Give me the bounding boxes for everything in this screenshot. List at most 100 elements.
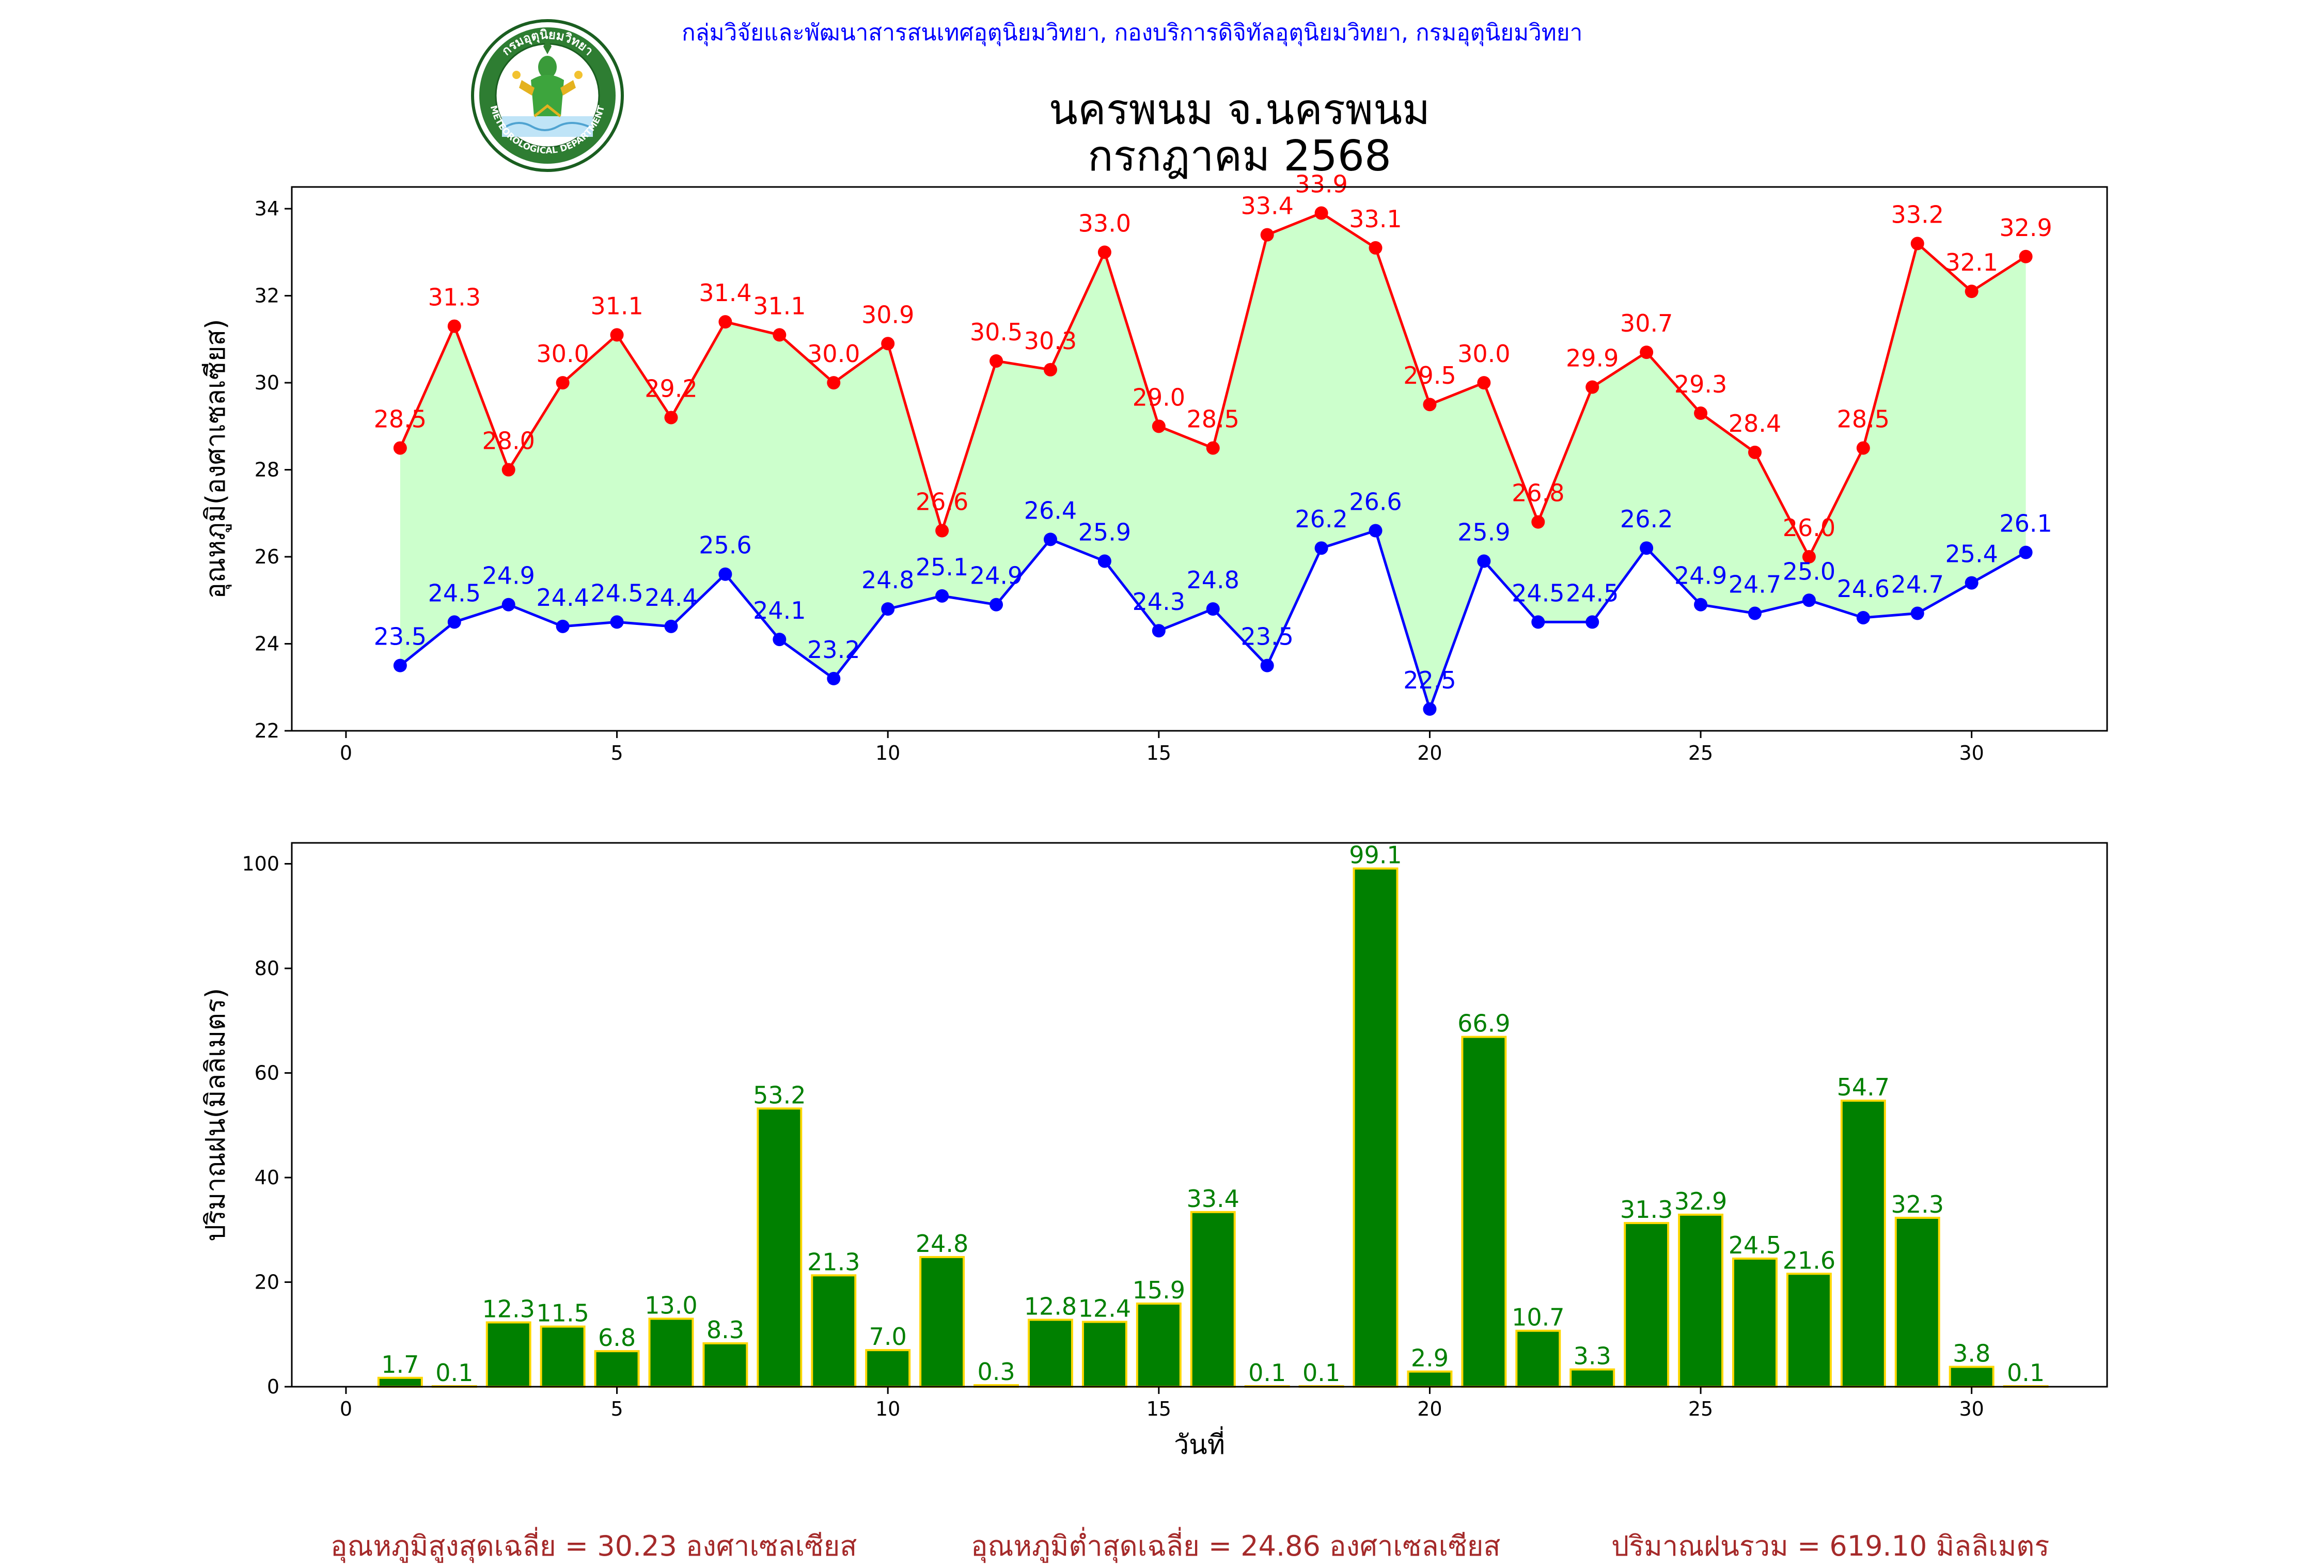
temperature-x-tick-label: 0 (340, 742, 352, 764)
rainfall-bar (1407, 1370, 1453, 1388)
max-temp-data-label: 30.7 (1620, 309, 1673, 337)
min-temp-point (1097, 554, 1111, 568)
min-temp-data-label: 23.5 (374, 623, 427, 651)
max-temp-data-label: 29.2 (645, 374, 697, 402)
rainfall-data-label: 21.3 (807, 1248, 860, 1276)
min-temp-data-label: 24.9 (482, 562, 535, 590)
rainfall-y-tick-label: 60 (255, 1062, 279, 1085)
rainfall-bar (919, 1256, 965, 1388)
max-temp-point (447, 319, 461, 333)
max-temp-data-label: 32.1 (1945, 248, 1998, 276)
rainfall-bar (1949, 1366, 1995, 1388)
min-temp-data-label: 24.9 (1674, 562, 1727, 590)
max-temp-data-label: 31.1 (753, 292, 806, 320)
rainfall-data-label: 0.1 (1248, 1359, 1286, 1387)
max-temp-point (881, 337, 895, 351)
min-temp-data-label: 24.9 (970, 562, 1023, 590)
max-temp-data-label: 26.8 (1512, 479, 1564, 507)
min-temp-data-label: 24.1 (753, 597, 806, 624)
rainfall-data-label: 21.6 (1783, 1246, 1835, 1274)
rainfall-data-label: 12.8 (1024, 1292, 1077, 1320)
min-temp-point (393, 658, 407, 672)
temperature-y-tick-label: 34 (255, 197, 279, 220)
min-temp-data-label: 24.5 (590, 579, 643, 607)
footer-avg-min: อุณหภูมิต่ำสุดเฉลี่ย = 24.86 องศาเซลเซีย… (971, 1530, 1501, 1562)
min-temp-point (827, 671, 841, 685)
min-temp-data-label: 23.5 (1240, 623, 1293, 651)
rainfall-x-tick-label: 10 (875, 1398, 900, 1420)
max-temp-point (1369, 241, 1383, 255)
rainfall-data-label: 99.1 (1349, 841, 1402, 869)
rainfall-x-tick-label: 20 (1417, 1398, 1442, 1420)
rainfall-data-label: 2.9 (1411, 1344, 1449, 1372)
rainfall-bar (1678, 1213, 1724, 1388)
rainfall-bar (1515, 1329, 1561, 1388)
max-temp-data-label: 30.0 (536, 340, 589, 368)
min-temp-point (1043, 532, 1057, 546)
rainfall-x-tick-label: 30 (1959, 1398, 1984, 1420)
rainfall-data-label: 12.4 (1078, 1294, 1131, 1322)
max-temp-data-label: 28.5 (1187, 405, 1239, 433)
min-temp-data-label: 25.9 (1457, 518, 1510, 546)
min-temp-data-label: 24.7 (1729, 571, 1781, 599)
rainfall-data-label: 24.5 (1729, 1231, 1781, 1259)
max-temp-data-label: 29.9 (1566, 344, 1619, 372)
max-temp-point (1856, 441, 1870, 455)
max-temp-point (718, 315, 732, 329)
rainfall-bar (1894, 1216, 1940, 1388)
rainfall-data-label: 7.0 (869, 1323, 907, 1351)
max-temp-data-label: 29.5 (1403, 362, 1456, 389)
min-temp-point (664, 619, 678, 633)
min-temp-data-label: 24.8 (861, 566, 914, 594)
min-temp-data-label: 23.2 (807, 636, 860, 664)
max-temp-point (556, 376, 570, 390)
min-temp-point (1910, 606, 1924, 620)
max-temp-point (1043, 363, 1057, 377)
min-temp-point (1314, 541, 1328, 555)
min-temp-point (1802, 593, 1816, 607)
max-temp-data-label: 28.5 (374, 405, 427, 433)
max-temp-data-label: 26.0 (1783, 514, 1835, 542)
min-temp-data-label: 24.5 (428, 579, 481, 607)
rainfall-data-label: 54.7 (1837, 1073, 1890, 1101)
min-temp-data-label: 25.4 (1945, 540, 1998, 568)
max-temp-data-label: 33.4 (1240, 192, 1293, 220)
min-temp-point (1369, 524, 1383, 538)
temperature-y-tick-label: 22 (255, 719, 279, 742)
temperature-panel: 28.531.328.030.031.129.231.4 31.130.030.9… (200, 170, 2108, 764)
max-temp-data-label: 30.0 (807, 340, 860, 368)
min-temp-point (773, 633, 787, 647)
min-temp-point (2019, 545, 2033, 559)
max-temp-data-label: 33.0 (1078, 209, 1131, 237)
rainfall-bar (594, 1350, 640, 1388)
rainfall-x-tick-label: 5 (610, 1398, 623, 1420)
footer-total-rain: ปริมาณฝนรวม = 619.10 มิลลิเมตร (1611, 1530, 2050, 1562)
rainfall-panel: 1.7 0.1 12.3 11.5 6.8 13.0 8.3 53.2 21.3 7.0 24.8 0… (200, 841, 2108, 1461)
min-temp-point (1640, 541, 1654, 555)
rainfall-bar (485, 1321, 531, 1388)
rainfall-y-axis-label: ปริมาณฝน(มิลลิเมตร) (200, 988, 231, 1242)
max-temp-point (827, 376, 841, 390)
chart-title-station: นครพนม จ.นครพนม (1048, 85, 1431, 134)
min-temp-point (1152, 624, 1166, 638)
max-temp-point (1694, 406, 1708, 420)
max-temp-data-label: 33.1 (1349, 205, 1402, 233)
min-temp-data-label: 24.3 (1133, 588, 1185, 616)
rainfall-bar (757, 1107, 803, 1388)
max-temp-point (1531, 515, 1545, 529)
rainfall-bar (1353, 867, 1399, 1388)
rainfall-data-label: 53.2 (753, 1081, 806, 1109)
rainfall-y-tick-label: 100 (242, 853, 279, 875)
rainfall-data-label: 31.3 (1620, 1196, 1673, 1224)
max-temp-point (664, 411, 678, 425)
max-temp-data-label: 33.2 (1891, 201, 1944, 229)
max-temp-data-label: 32.9 (1999, 214, 2052, 242)
rainfall-bar (702, 1342, 748, 1388)
min-temp-data-label: 26.6 (1349, 488, 1402, 515)
rainfall-bar (1569, 1368, 1615, 1388)
rainfall-bar (377, 1376, 423, 1388)
max-temp-data-label: 31.3 (428, 284, 481, 311)
temperature-x-tick-label: 5 (610, 742, 623, 764)
min-temp-data-label: 25.6 (699, 531, 751, 559)
